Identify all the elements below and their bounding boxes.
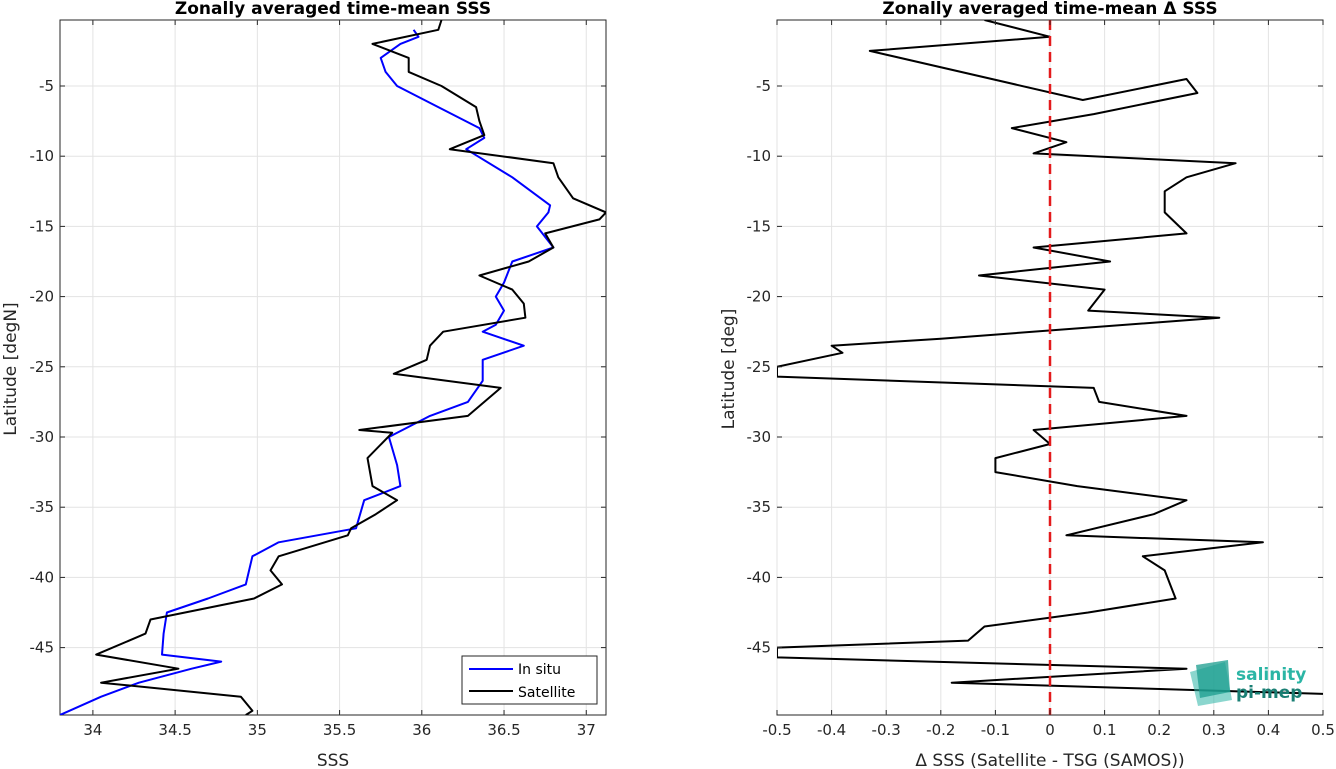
y-tick-label: -10 bbox=[30, 147, 55, 165]
y-tick-label: -40 bbox=[747, 568, 772, 586]
logo-text-pi-mep: pi-mep bbox=[1236, 683, 1302, 703]
y-tick-label: -45 bbox=[30, 639, 55, 657]
y-tick-label: -5 bbox=[756, 77, 771, 95]
x-tick-label: 0.2 bbox=[1147, 721, 1171, 739]
y-tick-label: -30 bbox=[30, 428, 55, 446]
legend-label-in-situ: In situ bbox=[518, 662, 561, 678]
x-tick-label: -0.5 bbox=[762, 721, 791, 739]
logo-sheet-front-icon bbox=[1196, 660, 1230, 698]
x-tick-label: 36.5 bbox=[487, 721, 520, 739]
left-panel: 34 34.5 35 35.5 36 36.5 37 -5 -10 -15 -20 -25 -30 -3… bbox=[1, 0, 607, 769]
series-line-satellite bbox=[95, 20, 606, 715]
legend: In situ Satellite bbox=[461, 655, 598, 705]
x-tick-label: 0.4 bbox=[1256, 721, 1280, 739]
right-series-lines bbox=[777, 20, 1323, 715]
logo-text-salinity: salinity bbox=[1236, 665, 1306, 685]
left-axes-box bbox=[59, 19, 607, 716]
y-tick-label: -45 bbox=[747, 639, 772, 657]
left-series-lines bbox=[60, 20, 606, 715]
y-tick-label: -30 bbox=[747, 428, 772, 446]
y-tick-label: -10 bbox=[747, 147, 772, 165]
left-x-ticks: 34 34.5 35 35.5 36 36.5 37 bbox=[83, 20, 596, 739]
legend-box bbox=[461, 655, 598, 705]
right-x-ticks: -0.5 -0.4 -0.3 -0.2 -0.1 0 0.1 0.2 0.3 0.4 0.5 bbox=[762, 20, 1335, 739]
x-tick-label: 35 bbox=[248, 721, 267, 739]
x-tick-label: 0.1 bbox=[1093, 721, 1117, 739]
y-tick-label: -25 bbox=[747, 358, 772, 376]
right-chart-title: Zonally averaged time-mean Δ SSS bbox=[882, 0, 1217, 19]
left-chart-title: Zonally averaged time-mean SSS bbox=[175, 0, 491, 19]
series-line-in-situ bbox=[60, 29, 555, 715]
left-y-axis-label: Latitude [degN] bbox=[1, 302, 21, 435]
y-tick-label: -20 bbox=[30, 288, 55, 306]
x-tick-label: 34.5 bbox=[158, 721, 191, 739]
y-tick-label: -5 bbox=[39, 77, 54, 95]
x-tick-label: 0.3 bbox=[1202, 721, 1226, 739]
right-panel: -0.5 -0.4 -0.3 -0.2 -0.1 0 0.1 0.2 0.3 0.4 0.5 -5-… bbox=[719, 0, 1335, 769]
salinity-pi-mep-logo: salinity pi-mep bbox=[1190, 660, 1306, 706]
y-tick-label: -35 bbox=[30, 498, 55, 516]
y-tick-label: -15 bbox=[747, 217, 772, 235]
series-line-delta-sss bbox=[777, 20, 1323, 695]
x-tick-label: 0.5 bbox=[1311, 721, 1335, 739]
y-tick-label: -20 bbox=[747, 288, 772, 306]
y-tick-label: -35 bbox=[747, 498, 772, 516]
y-tick-label: -25 bbox=[30, 358, 55, 376]
right-y-axis-label: Latitude [deg] bbox=[719, 309, 739, 430]
legend-label-satellite: Satellite bbox=[518, 685, 575, 701]
right-grid bbox=[776, 20, 1324, 715]
x-tick-label: -0.3 bbox=[872, 721, 901, 739]
x-tick-label: -0.4 bbox=[817, 721, 846, 739]
x-tick-label: 34 bbox=[83, 721, 102, 739]
x-tick-label: 37 bbox=[577, 721, 596, 739]
y-tick-label: -40 bbox=[30, 568, 55, 586]
left-grid bbox=[60, 20, 606, 715]
x-tick-label: 35.5 bbox=[323, 721, 356, 739]
x-tick-label: -0.2 bbox=[926, 721, 955, 739]
left-x-axis-label: SSS bbox=[317, 751, 349, 769]
x-tick-label: 0 bbox=[1045, 721, 1055, 739]
right-y-ticks: -5 -10 -15 -20 -25 -30 -35 -40 -45 bbox=[747, 77, 1323, 657]
left-y-ticks: -5 -10 -15 -20 -25 -30 -35 -40 -45 bbox=[30, 77, 606, 657]
y-tick-label: -15 bbox=[30, 217, 55, 235]
x-tick-label: 36 bbox=[412, 721, 431, 739]
right-x-axis-label: Δ SSS (Satellite - TSG (SAMOS)) bbox=[915, 751, 1184, 769]
x-tick-label: -0.1 bbox=[981, 721, 1010, 739]
